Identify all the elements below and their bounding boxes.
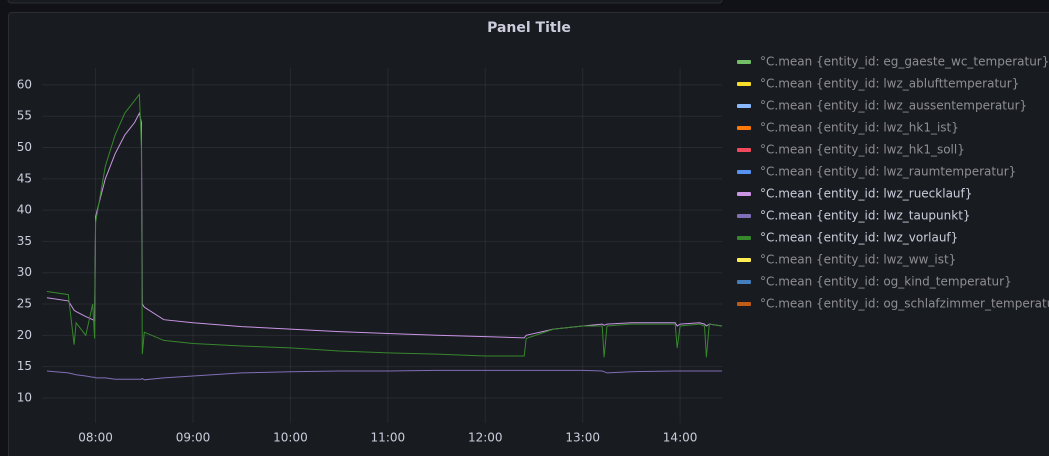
legend-swatch[interactable] [737, 192, 751, 196]
y-tick-label: 15 [17, 359, 32, 373]
x-tick-label: 11:00 [371, 431, 406, 445]
panel-title[interactable]: Panel Title [487, 20, 571, 36]
y-tick-label: 45 [17, 171, 32, 185]
legend-label[interactable]: °C.mean {entity_id: lwz_taupunkt} [760, 209, 971, 223]
legend-label[interactable]: °C.mean {entity_id: lwz_ablufttemperatur… [760, 77, 1019, 91]
legend-swatch[interactable] [737, 82, 751, 86]
x-tick-label: 12:00 [468, 431, 503, 445]
y-tick-label: 55 [17, 109, 32, 123]
legend-label[interactable]: °C.mean {entity_id: lwz_vorlauf} [760, 231, 958, 245]
legend-swatch[interactable] [737, 170, 751, 174]
y-tick-label: 50 [17, 140, 32, 154]
legend-label[interactable]: °C.mean {entity_id: eg_gaeste_wc_tempera… [760, 55, 1049, 69]
legend-swatch[interactable] [737, 214, 751, 218]
legend-label[interactable]: °C.mean {entity_id: lwz_raumtemperatur} [760, 165, 1016, 179]
legend-swatch[interactable] [737, 236, 751, 240]
y-tick-label: 60 [17, 77, 32, 91]
legend-swatch[interactable] [737, 148, 751, 152]
x-tick-label: 10:00 [273, 431, 308, 445]
legend-swatch[interactable] [737, 258, 751, 262]
panel [8, 12, 1049, 456]
legend-label[interactable]: °C.mean {entity_id: lwz_hk1_ist} [760, 121, 959, 135]
x-tick-label: 08:00 [78, 431, 113, 445]
legend-label[interactable]: °C.mean {entity_id: lwz_ruecklauf} [760, 187, 972, 201]
legend-swatch[interactable] [737, 126, 751, 130]
series-line [46, 369, 722, 381]
x-tick-label: 09:00 [176, 431, 211, 445]
legend-swatch[interactable] [737, 280, 751, 284]
y-tick-label: 10 [17, 390, 32, 404]
legend-swatch[interactable] [737, 104, 751, 108]
legend-swatch[interactable] [737, 60, 751, 64]
legend-label[interactable]: °C.mean {entity_id: lwz_ww_ist} [760, 253, 956, 267]
y-tick-label: 35 [17, 234, 32, 248]
y-tick-label: 40 [17, 203, 32, 217]
y-tick-label: 25 [17, 297, 32, 311]
series-line [46, 92, 723, 358]
y-tick-label: 20 [17, 328, 32, 342]
legend-swatch[interactable] [737, 302, 751, 306]
x-tick-label: 13:00 [565, 431, 600, 445]
legend-label[interactable]: °C.mean {entity_id: og_schlafzimmer_temp… [760, 297, 1049, 311]
x-tick-label: 14:00 [663, 431, 698, 445]
legend-label[interactable]: °C.mean {entity_id: lwz_hk1_soll} [760, 143, 965, 157]
legend-label[interactable]: °C.mean {entity_id: lwz_aussentemperatur… [760, 99, 1027, 113]
legend-label[interactable]: °C.mean {entity_id: og_kind_temperatur} [760, 275, 1012, 289]
neighbor-panel [7, 0, 723, 4]
y-tick-label: 30 [17, 265, 32, 279]
